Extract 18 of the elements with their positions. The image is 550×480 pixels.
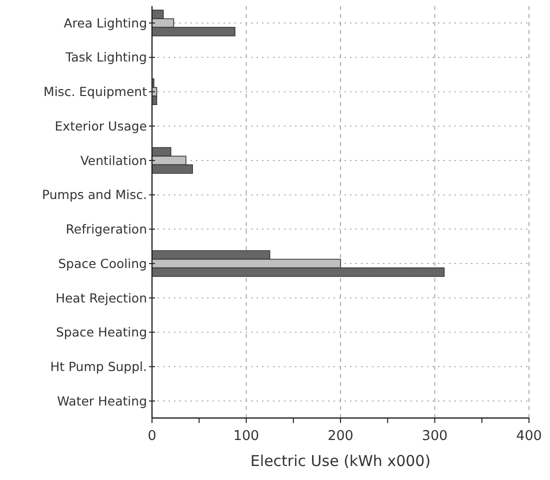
y-tick-label: Refrigeration: [66, 222, 147, 237]
y-tick-label: Space Cooling: [58, 256, 147, 271]
x-tick-label: 0: [148, 428, 156, 444]
y-tick-label: Exterior Usage: [54, 118, 148, 134]
x-axis-title: Electric Use (kWh x000): [250, 452, 431, 470]
y-tick-label: Misc. Equipment: [44, 84, 148, 100]
y-tick-label: Ventilation: [80, 152, 147, 168]
y-tick-label: Heat Rejection: [56, 290, 147, 306]
y-tick-label: Space Heating: [56, 324, 147, 340]
y-tick-label: Water Heating: [57, 393, 147, 408]
y-tick-label: Task Lighting: [64, 50, 147, 65]
x-tick-label: 100: [233, 428, 260, 444]
x-tick-label: 300: [422, 428, 448, 444]
y-tick-label: Area Lighting: [64, 15, 147, 30]
y-tick-label: Ht Pump Suppl.: [50, 359, 147, 374]
x-tick-label: 400: [516, 428, 542, 444]
x-tick-label: 200: [328, 428, 354, 444]
y-tick-label: Pumps and Misc.: [42, 187, 147, 202]
